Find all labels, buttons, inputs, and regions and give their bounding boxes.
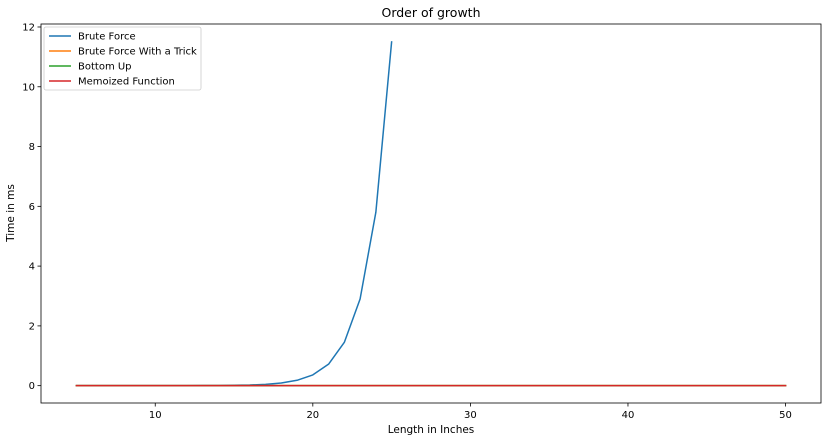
legend-entry: Brute Force With a Trick [78, 47, 197, 58]
legend-entry: Brute Force [78, 32, 136, 43]
legend-box [43, 26, 202, 91]
y-tick-label: 8 [29, 142, 35, 153]
legend: Brute Force Brute Force With a Trick Botto… [43, 26, 202, 91]
legend-entry: Bottom Up [78, 62, 132, 73]
y-tick-label: 4 [29, 262, 35, 273]
y-tick-label: 0 [29, 381, 35, 392]
x-tick-label: 30 [464, 410, 477, 421]
x-tick-label: 50 [779, 410, 792, 421]
x-axis: 10 20 30 40 50 [149, 403, 792, 421]
x-axis-label: Length in Inches [388, 424, 475, 436]
x-tick-label: 40 [622, 410, 635, 421]
x-tick-label: 20 [306, 410, 319, 421]
y-tick-label: 10 [22, 82, 35, 93]
y-axis: 0 2 4 6 8 10 12 [22, 22, 41, 392]
legend-entry: Memoized Function [78, 77, 175, 88]
plot-frame [40, 23, 822, 404]
y-tick-label: 2 [29, 321, 35, 332]
series-layer [75, 41, 787, 387]
y-tick-label: 12 [22, 22, 35, 33]
y-axis-label: Time in ms [5, 184, 17, 243]
x-tick-label: 10 [149, 410, 162, 421]
y-tick-label: 6 [29, 202, 35, 213]
chart-title: Order of growth [381, 5, 480, 20]
